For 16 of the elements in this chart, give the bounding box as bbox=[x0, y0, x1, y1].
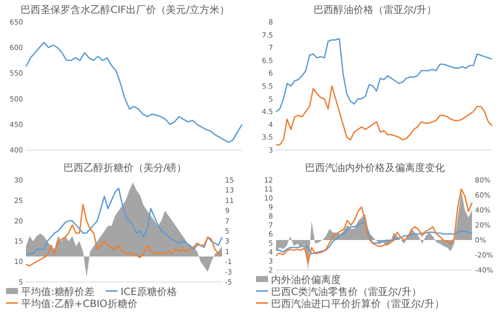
legend-label: 巴西C类汽油零售价（雷亚尔/升） bbox=[271, 286, 422, 298]
legend-label: 巴西汽油进口平价折算价（雷亚尔/升） bbox=[271, 298, 444, 310]
line-series bbox=[25, 42, 243, 143]
line-series bbox=[275, 38, 493, 112]
legend-label: 内外油价偏离度 bbox=[271, 274, 341, 286]
chart-title: 巴西汽油内外价格及偏离度变化 bbox=[305, 162, 445, 174]
line-series bbox=[25, 188, 223, 255]
line-series bbox=[25, 204, 223, 266]
chart-title: 巴西醇油价格（雷亚尔/升） bbox=[313, 4, 437, 16]
legend-label: ICE原糖价格 bbox=[120, 286, 177, 298]
chart-title: 巴西圣保罗含水乙醇CIF出厂价（美元/立方米） bbox=[20, 4, 230, 16]
line-series bbox=[275, 85, 493, 146]
line-series bbox=[275, 222, 473, 254]
chart-title: 巴西乙醇折糖价（美分/磅） bbox=[63, 162, 187, 174]
legend-label: 平均值:乙醇+CBIO折糖价 bbox=[21, 298, 138, 310]
legend-label: 平均值:糖醇价差 bbox=[21, 286, 94, 298]
